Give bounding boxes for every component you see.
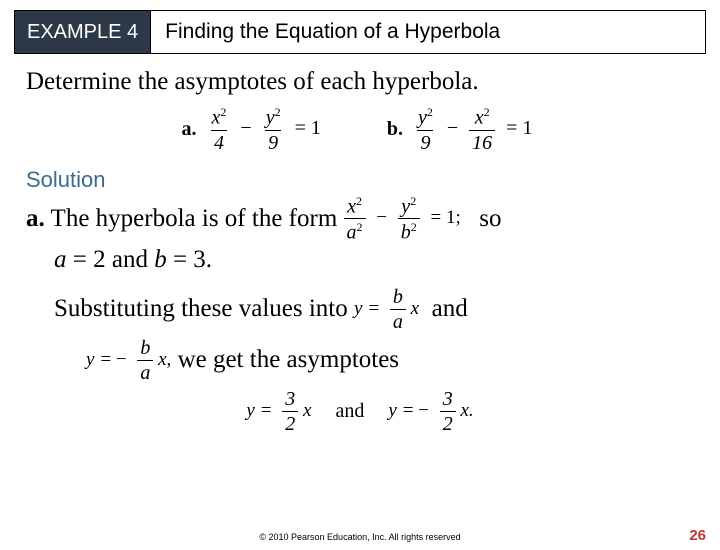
- eq-a-label: a.: [182, 118, 197, 141]
- example-label: EXAMPLE 4: [15, 11, 150, 53]
- solution-line-1: a. The hyperbola is of the form x2a2 − y…: [26, 195, 694, 243]
- page-number: 26: [689, 527, 706, 544]
- result-pos: y= 32 x: [246, 389, 311, 434]
- solution-label: Solution: [26, 167, 694, 193]
- eq-b-label: b.: [387, 118, 403, 141]
- prompt-text: Determine the asymptotes of each hyperbo…: [26, 68, 694, 96]
- result-asymptotes: y= 32 x and y= − 32 x.: [26, 389, 694, 434]
- slide-body: Determine the asymptotes of each hyperbo…: [0, 54, 720, 434]
- solution-line-2: a = 2 and b = 3.: [54, 243, 694, 277]
- asymptote-neg-form: y= − ba x,: [86, 338, 171, 383]
- example-title: Finding the Equation of a Hyperbola: [150, 11, 705, 53]
- equation-a: a. x24 − y29 = 1: [182, 106, 327, 153]
- copyright-footer: © 2010 Pearson Education, Inc. All right…: [0, 532, 720, 542]
- solution-line-3: Substituting these values into y= ba x a…: [54, 287, 694, 332]
- result-neg: y= − 32 x.: [388, 389, 473, 434]
- equation-row: a. x24 − y29 = 1 b. y29 − x216 = 1: [26, 106, 694, 153]
- equation-b: b. y29 − x216 = 1: [387, 106, 539, 153]
- solution-line-4: y= − ba x, we get the asymptotes: [86, 338, 694, 383]
- asymptote-pos-form: y= ba x: [354, 287, 419, 332]
- header: EXAMPLE 4 Finding the Equation of a Hype…: [14, 10, 706, 54]
- and-word: and: [335, 400, 364, 423]
- form-equation: x2a2 − y2b2 = 1;: [344, 195, 467, 243]
